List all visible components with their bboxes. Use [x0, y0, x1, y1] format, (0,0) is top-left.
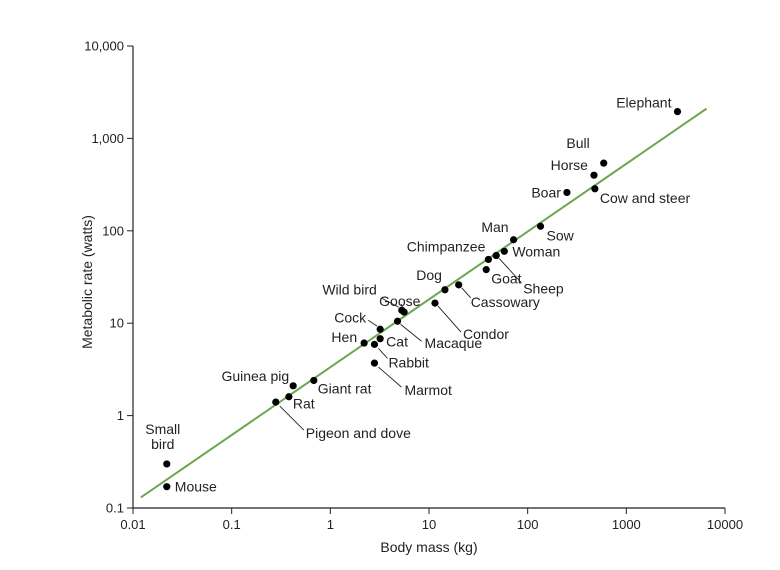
- point-mouse: [163, 483, 171, 491]
- label-elephant: Elephant: [616, 95, 671, 111]
- label-hen: Hen: [331, 329, 357, 345]
- x-tick-label: 100: [517, 517, 539, 532]
- point-horse: [590, 171, 598, 179]
- label-marmot: Marmot: [404, 382, 452, 398]
- point-boar: [563, 188, 571, 197]
- y-tick-label: 100: [102, 223, 124, 238]
- connector-rabbit: [378, 348, 388, 359]
- label-cassowary: Cassowary: [471, 294, 540, 310]
- label-macaque: Macaque: [425, 335, 483, 351]
- point-cassowary: [455, 281, 463, 289]
- point-small-bird: [163, 460, 171, 468]
- label-dog: Dog: [416, 267, 442, 283]
- point-cat: [376, 335, 384, 343]
- label-horse: Horse: [551, 157, 589, 173]
- label-bull: Bull: [566, 135, 589, 151]
- point-macaque: [393, 317, 402, 325]
- label-guinea-pig: Guinea pig: [221, 368, 289, 384]
- point-marmot: [370, 359, 379, 367]
- label-chimpanzee: Chimpanzee: [407, 238, 486, 254]
- point-cow-and-steer: [591, 185, 599, 193]
- label-wild-bird: Wild bird: [322, 281, 376, 297]
- connector-sheep: [498, 258, 522, 283]
- label-goose: Goose: [379, 293, 420, 309]
- axes: 0.01 0.1 1 10 100 1000 100000.11101001,00010,0…: [84, 39, 743, 533]
- y-tick-label: 10: [110, 316, 124, 331]
- x-tick-label: 1: [327, 517, 334, 532]
- connector-condor: [437, 305, 462, 333]
- x-tick-label: 10000: [707, 517, 743, 532]
- x-tick-label: 0.01: [120, 517, 145, 532]
- point-woman: [500, 247, 508, 255]
- point-dog: [441, 286, 449, 294]
- label-small-bird: Small bird: [145, 421, 180, 452]
- connector-marmot: [378, 366, 402, 388]
- label-woman: Woman: [512, 243, 560, 259]
- connector-wild-bird: [381, 297, 400, 308]
- label-cock: Cock: [334, 309, 367, 325]
- point-bull: [600, 159, 608, 167]
- y-tick-label: 10,000: [84, 39, 124, 54]
- label-sow: Sow: [547, 227, 575, 243]
- x-axis-title: Body mass (kg): [380, 539, 477, 555]
- connector-cock: [367, 319, 378, 327]
- label-giant-rat: Giant rat: [318, 380, 372, 396]
- point-chimpanzee: [484, 255, 493, 264]
- point-hen: [360, 339, 368, 347]
- connector-macaque: [400, 323, 422, 342]
- data-points: [163, 108, 682, 491]
- label-mouse: Mouse: [175, 479, 217, 495]
- x-tick-label: 1000: [612, 517, 641, 532]
- connector-pigeon-and-dove: [279, 405, 305, 431]
- label-rat: Rat: [293, 396, 315, 412]
- y-tick-label: 1,000: [91, 131, 124, 146]
- point-rat: [285, 393, 293, 401]
- point-man: [509, 236, 518, 244]
- label-goat: Goat: [491, 271, 521, 287]
- point-goat: [482, 266, 490, 274]
- label-boar: Boar: [531, 184, 561, 200]
- label-connectors: [279, 258, 522, 431]
- label-condor: Condor: [463, 326, 509, 342]
- fit-line: [140, 107, 708, 499]
- point-goose: [400, 308, 408, 316]
- label-cow-and-steer: Cow and steer: [600, 190, 691, 206]
- point-giant-rat: [310, 376, 318, 385]
- y-axis-title: Metabolic rate (watts): [79, 215, 95, 349]
- point-rabbit: [370, 340, 379, 348]
- label-sheep: Sheep: [523, 281, 564, 297]
- point-guinea-pig: [289, 382, 297, 390]
- x-tick-label: 0.1: [223, 517, 241, 532]
- connector-cassowary: [461, 287, 472, 299]
- point-sow: [536, 222, 545, 230]
- x-tick-label: 10: [422, 517, 436, 532]
- point-cock: [376, 325, 384, 333]
- y-tick-label: 0.1: [106, 501, 124, 516]
- point-condor: [431, 299, 439, 307]
- fit-line-group: [140, 107, 708, 499]
- point-pigeon-and-dove: [272, 398, 280, 406]
- point-sheep: [492, 251, 500, 260]
- label-man: Man: [481, 219, 508, 235]
- label-rabbit: Rabbit: [388, 354, 429, 370]
- point-elephant: [673, 108, 682, 116]
- label-pigeon-and-dove: Pigeon and dove: [306, 425, 411, 441]
- label-cat: Cat: [386, 334, 408, 350]
- y-tick-label: 1: [117, 408, 124, 423]
